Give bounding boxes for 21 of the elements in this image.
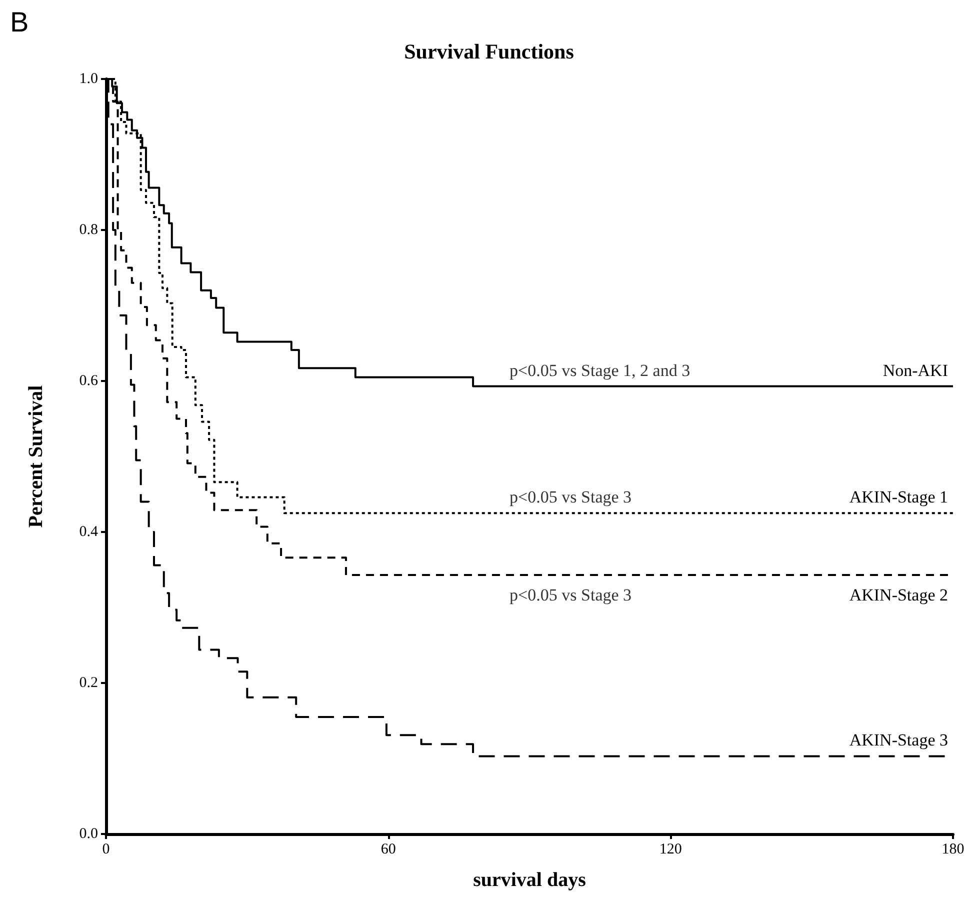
y-tick-label: 0.8 (79, 222, 98, 238)
series-label: AKIN-Stage 1 (849, 488, 948, 507)
series-label: AKIN-Stage 2 (849, 586, 948, 605)
annotation: p<0.05 vs Stage 3 (510, 586, 632, 605)
x-tick-label: 120 (659, 842, 682, 858)
y-axis-title: Percent Survival (25, 384, 47, 528)
text: B (10, 6, 29, 38)
chart-title: Survival Functions (404, 40, 574, 64)
y-tick-label: 1.0 (79, 71, 98, 87)
x-tick-label: 180 (942, 842, 964, 858)
annotation: p<0.05 vs Stage 3 (510, 488, 632, 507)
y-tick-label: 0.2 (79, 675, 98, 691)
y-tick-label: 0.4 (79, 524, 98, 540)
x-tick-label: 0 (102, 842, 110, 858)
x-tick-label: 60 (380, 842, 396, 858)
series-label: AKIN-Stage 3 (849, 730, 948, 750)
series-label: Non-AKI (882, 360, 948, 380)
annotation: p<0.05 vs Stage 1, 2 and 3 (510, 360, 690, 380)
x-axis-title: survival days (473, 869, 586, 891)
y-tick-label: 0.6 (79, 373, 98, 389)
y-tick-label: 0.0 (79, 826, 98, 842)
